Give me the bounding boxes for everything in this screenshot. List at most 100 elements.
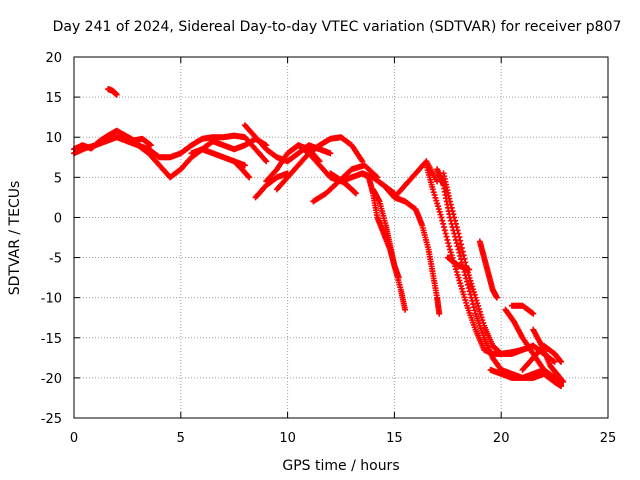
data-point <box>456 234 463 241</box>
data-point <box>461 255 468 262</box>
data-point <box>447 249 454 256</box>
data-point <box>453 268 460 275</box>
data-point <box>458 285 465 292</box>
data-point <box>560 378 567 385</box>
data-point <box>464 278 471 285</box>
data-point <box>455 246 462 253</box>
data-point <box>436 310 443 317</box>
data-point <box>530 310 537 317</box>
series-pass-25 <box>487 366 565 389</box>
data-point <box>453 240 460 247</box>
data-point <box>468 280 475 287</box>
series-pass-21 <box>444 254 473 273</box>
data-point <box>447 201 454 208</box>
data-point <box>462 297 469 304</box>
data-point <box>435 206 442 213</box>
series-pass-10 <box>273 134 366 193</box>
data-point <box>458 244 465 251</box>
series-pass-24 <box>508 302 537 317</box>
data-point <box>477 311 484 318</box>
data-point <box>446 246 453 253</box>
data-point <box>241 162 248 169</box>
series-pass-22 <box>476 238 500 301</box>
chart-title: Day 241 of 2024, Sidereal Day-to-day VTE… <box>53 19 622 35</box>
data-point <box>443 233 450 240</box>
data-point <box>437 211 444 218</box>
data-point <box>458 283 465 290</box>
data-point <box>476 308 483 315</box>
data-point <box>452 217 459 224</box>
data-point <box>530 342 537 349</box>
data-point <box>452 220 459 227</box>
data-point <box>470 301 477 308</box>
data-point <box>462 259 469 266</box>
data-point <box>464 281 471 288</box>
y-tick-label: 0 <box>54 211 62 226</box>
data-point <box>449 208 456 215</box>
data-point <box>395 274 402 281</box>
series-pass-27 <box>530 326 567 385</box>
x-tick-label: 20 <box>493 431 510 446</box>
plot-frame <box>73 56 609 419</box>
data-point <box>446 243 453 250</box>
data-point <box>434 203 441 210</box>
data-point <box>474 300 481 307</box>
y-tick-label: -20 <box>41 372 62 387</box>
data-point <box>460 291 467 298</box>
data-point <box>402 306 409 313</box>
series-pass-1 <box>105 86 120 98</box>
data-point <box>471 291 478 298</box>
data-point <box>529 309 536 316</box>
data-point <box>459 288 466 295</box>
y-tick-label: -10 <box>41 292 62 307</box>
data-point <box>453 224 460 231</box>
x-tick-label: 0 <box>70 431 78 446</box>
data-point <box>450 211 457 218</box>
y-tick-label: 20 <box>45 51 62 66</box>
data-point <box>454 271 461 278</box>
data-point <box>457 252 464 259</box>
data-point <box>452 266 459 273</box>
data-point <box>479 317 486 324</box>
data-point <box>445 240 452 247</box>
data-point <box>558 382 565 389</box>
data-point <box>493 294 500 301</box>
data-point <box>455 230 462 237</box>
data-point <box>459 248 466 255</box>
data-point <box>429 186 436 193</box>
y-tick-label: -25 <box>41 412 62 427</box>
data-point <box>457 280 464 287</box>
y-tick-label: 10 <box>45 131 62 146</box>
data-point <box>470 286 477 293</box>
data-point <box>113 91 120 98</box>
x-axis-label: GPS time / hours <box>282 458 399 474</box>
data-point <box>441 227 448 234</box>
data-point <box>440 220 447 227</box>
data-point <box>558 358 565 365</box>
data-point <box>456 277 463 284</box>
series-pass-13 <box>327 170 359 197</box>
data-point <box>430 189 437 196</box>
data-point <box>466 266 473 273</box>
data-point <box>455 274 462 281</box>
data-point <box>440 224 447 231</box>
series-pass-15 <box>370 186 402 281</box>
data-point <box>448 204 455 211</box>
data-point <box>147 142 154 149</box>
data-point <box>456 249 463 256</box>
data-point <box>466 288 473 295</box>
series-pass-6 <box>231 158 253 181</box>
y-tick-label: 15 <box>45 91 62 106</box>
data-point <box>460 252 467 259</box>
data-point <box>454 227 461 234</box>
data-point <box>444 236 451 243</box>
series-pass-9 <box>252 170 291 201</box>
data-point <box>374 174 381 181</box>
data-point <box>458 241 465 248</box>
x-tick-label: 25 <box>600 431 617 446</box>
y-tick-label: 5 <box>54 171 62 186</box>
data-point <box>352 189 359 196</box>
data-point <box>480 319 487 326</box>
data-point <box>434 178 441 185</box>
